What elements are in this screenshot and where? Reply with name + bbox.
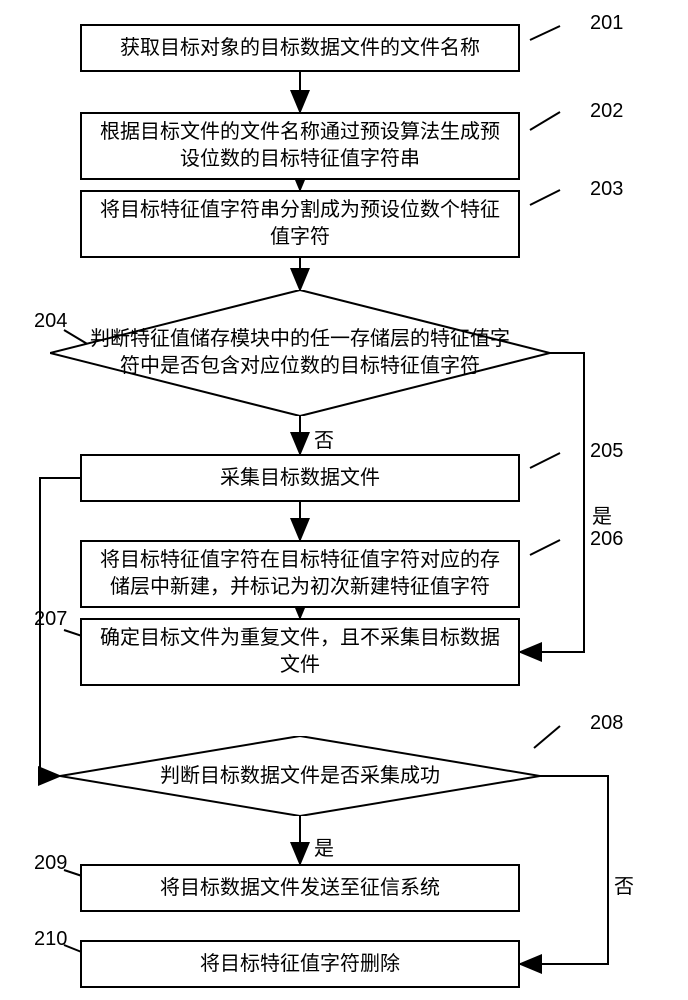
- decision-node: 判断目标数据文件是否采集成功: [60, 736, 540, 816]
- process-node: 采集目标数据文件: [80, 454, 520, 502]
- edge-label: 否: [312, 424, 336, 453]
- step-number-label: 207: [34, 608, 67, 631]
- decision-node: 判断特征值储存模块中的任一存储层的特征值字符中是否包含对应位数的目标特征值字符: [50, 290, 550, 416]
- process-node: 获取目标对象的目标数据文件的文件名称: [80, 24, 520, 72]
- edge-label: 是: [312, 832, 336, 861]
- process-node: 确定目标文件为重复文件，且不采集目标数据文件: [80, 618, 520, 686]
- process-node: 根据目标文件的文件名称通过预设算法生成预设位数的目标特征值字符串: [80, 112, 520, 180]
- decision-text: 判断目标数据文件是否采集成功: [60, 736, 540, 816]
- decision-text: 判断特征值储存模块中的任一存储层的特征值字符中是否包含对应位数的目标特征值字符: [50, 290, 550, 416]
- step-number-label: 203: [590, 178, 623, 201]
- edge-label: 否: [612, 870, 636, 899]
- step-number-label: 206: [590, 528, 623, 551]
- step-number-label: 204: [34, 310, 67, 333]
- step-number-label: 210: [34, 928, 67, 951]
- step-number-label: 201: [590, 12, 623, 35]
- edge-label: 是: [590, 500, 614, 529]
- step-number-label: 202: [590, 100, 623, 123]
- process-node: 将目标数据文件发送至征信系统: [80, 864, 520, 912]
- step-number-label: 208: [590, 712, 623, 735]
- process-node: 将目标特征值字符串分割成为预设位数个特征值字符: [80, 190, 520, 258]
- step-number-label: 209: [34, 852, 67, 875]
- process-node: 将目标特征值字符删除: [80, 940, 520, 988]
- flowchart-canvas: 获取目标对象的目标数据文件的文件名称 201 根据目标文件的文件名称通过预设算法生成…: [0, 0, 688, 1000]
- process-node: 将目标特征值字符在目标特征值字符对应的存储层中新建，并标记为初次新建特征值字符: [80, 540, 520, 608]
- step-number-label: 205: [590, 440, 623, 463]
